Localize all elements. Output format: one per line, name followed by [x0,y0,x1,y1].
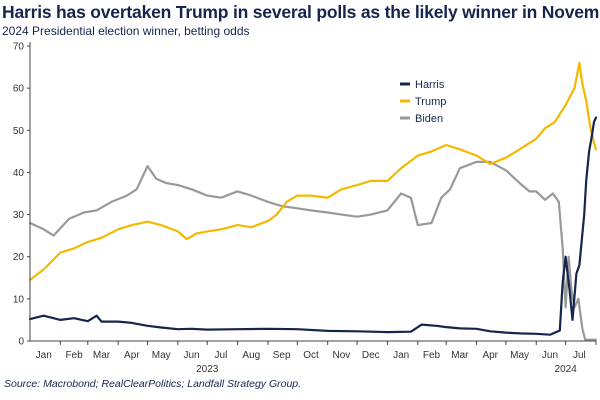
series-line-biden [28,160,598,341]
y-tick-label: 10 [13,294,25,305]
x-tick-label: Apr [124,350,140,361]
x-tick-label: Aug [242,350,260,361]
y-tick-label: 30 [13,210,25,221]
series-layer [28,61,598,341]
y-tick-label: 50 [13,126,25,137]
x-tick-label: Jul [573,350,586,361]
x-tick-label: Mar [93,350,111,361]
x-tick-label: Jul [215,350,228,361]
y-tick-label: 20 [13,252,25,263]
axes-layer: 0 10 20 30 40 50 60 70 Jan Feb Mar Apr May Jun Jul Aug S… [13,42,597,375]
legend-label: Trump [415,96,446,108]
x-tick-label: Jun [542,350,558,361]
x-tick-label: May [152,350,171,361]
x-year-label: 2024 [555,364,578,375]
x-tick-label: Sep [273,350,291,361]
x-tick-label: Nov [332,350,350,361]
legend-item-trump: Trump [400,96,446,108]
legend-item-harris: Harris [400,79,445,91]
x-tick-label: Apr [482,350,498,361]
y-tick-label: 0 [18,337,24,348]
x-tick-label: Oct [303,350,319,361]
x-tick-label: Jun [184,350,200,361]
x-tick-label: May [510,350,529,361]
x-tick-label: Jan [36,350,52,361]
series-line-harris [28,116,598,336]
legend-label: Harris [415,79,445,91]
x-tick-label: Feb [65,350,83,361]
chart-title: Harris has overtaken Trump in several po… [2,2,600,22]
chart-subtitle: 2024 Presidential election winner, betti… [2,24,250,38]
x-tick-label: Dec [362,350,380,361]
x-year-label: 2023 [196,364,219,375]
x-tick-label: Feb [423,350,441,361]
legend: Harris Trump Biden [400,79,446,125]
legend-item-biden: Biden [400,113,443,125]
source-note: Source: Macrobond; RealClearPolitics; La… [4,378,302,390]
y-tick-label: 60 [13,84,25,95]
y-tick-label: 70 [13,42,25,53]
legend-label: Biden [415,113,443,125]
x-tick-label: Mar [451,350,469,361]
series-line-trump [28,61,598,281]
x-tick-label: Jan [393,350,409,361]
y-tick-label: 40 [13,168,25,179]
